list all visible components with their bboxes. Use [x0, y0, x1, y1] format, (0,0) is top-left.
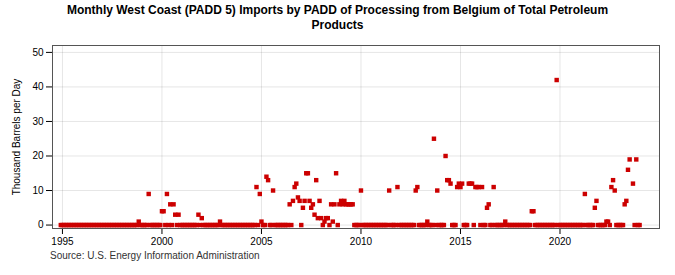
- svg-text:2015: 2015: [449, 236, 472, 247]
- svg-text:10: 10: [32, 185, 44, 196]
- svg-text:30: 30: [32, 116, 44, 127]
- svg-text:2020: 2020: [549, 236, 572, 247]
- html-text:Monthly West Coast (PADD 5) Im: Monthly West Coast (PADD 5) Imports by P…: [66, 3, 609, 32]
- html-text:Source: U.S. Energy Informatio: Source: U.S. Energy Information Administ…: [50, 250, 260, 261]
- svg-text:Thousand Barrels per Day: Thousand Barrels per Day: [11, 79, 22, 196]
- svg-text:0: 0: [38, 219, 44, 230]
- svg-text:40: 40: [32, 81, 44, 92]
- svg-text:1995: 1995: [51, 236, 74, 247]
- svg-text:2010: 2010: [350, 236, 373, 247]
- svg-text:50: 50: [32, 47, 44, 58]
- svg-text:2000: 2000: [151, 236, 174, 247]
- svg-text:20: 20: [32, 150, 44, 161]
- svg-text:2005: 2005: [250, 236, 273, 247]
